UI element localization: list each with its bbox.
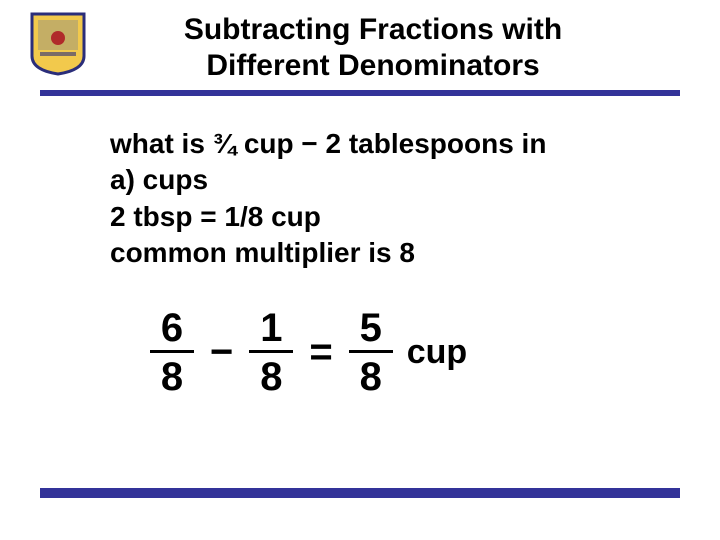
body-line-4: common multiplier is 8 <box>110 235 720 271</box>
footer-rule <box>40 488 680 498</box>
fraction-3-denominator: 8 <box>356 353 386 397</box>
minus-operator: − <box>210 330 233 375</box>
fraction-3: 5 8 <box>349 308 393 397</box>
title-line-2: Different Denominators <box>106 48 640 84</box>
body-text: what is ¾ cup − 2 tablespoons in a) cups… <box>110 126 720 272</box>
title-line-1: Subtracting Fractions with <box>106 12 640 48</box>
body-line-1: what is ¾ cup − 2 tablespoons in <box>110 126 720 162</box>
fraction-2: 1 8 <box>249 308 293 397</box>
fraction-1-numerator: 6 <box>157 308 187 350</box>
fraction-1: 6 8 <box>150 308 194 397</box>
body-line-3: 2 tbsp = 1/8 cup <box>110 199 720 235</box>
fraction-equation: 6 8 − 1 8 = 5 8 cup <box>150 308 720 397</box>
body-line-2: a) cups <box>110 162 720 198</box>
fraction-1-denominator: 8 <box>157 353 187 397</box>
fraction-2-denominator: 8 <box>256 353 286 397</box>
header-rule <box>40 90 680 96</box>
institution-logo <box>30 12 86 76</box>
unit-label: cup <box>407 333 467 372</box>
fraction-3-numerator: 5 <box>356 308 386 350</box>
slide-title: Subtracting Fractions with Different Den… <box>106 12 720 84</box>
fraction-2-numerator: 1 <box>256 308 286 350</box>
equals-operator: = <box>309 330 332 375</box>
